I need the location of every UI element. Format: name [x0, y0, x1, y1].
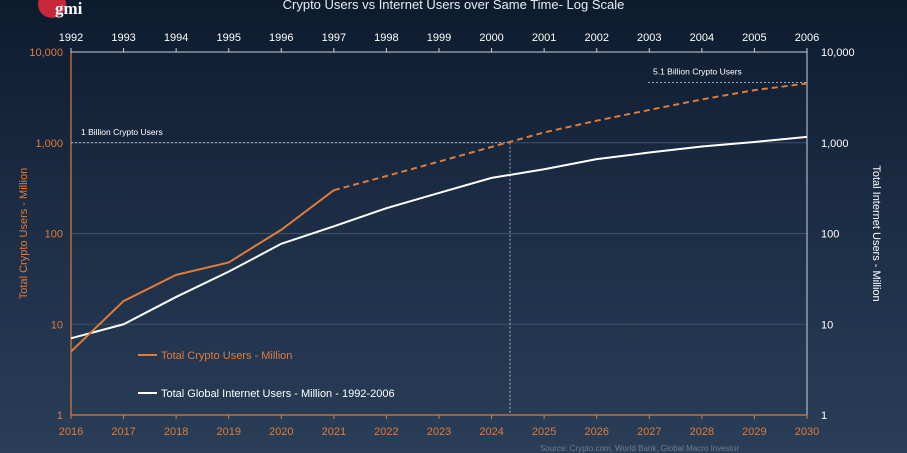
x-tick-label-bottom: 2026: [584, 426, 608, 438]
y-axis-title-right: Total Internet Users - Million: [870, 165, 882, 301]
y-tick-label-left: 1: [57, 410, 63, 422]
x-tick-label-bottom: 2017: [111, 426, 135, 438]
x-tick-label-bottom: 2023: [427, 426, 451, 438]
annotation-label: 5.1 Billion Crypto Users: [653, 66, 742, 76]
x-tick-label-bottom: 2025: [532, 426, 556, 438]
chart-title: Crypto Users vs Internet Users over Same…: [282, 0, 625, 12]
legend-label-internet: Total Global Internet Users - Million - …: [161, 388, 395, 400]
x-tick-label-bottom: 2018: [164, 426, 188, 438]
gmi-logo-circle: [38, 0, 66, 18]
y-tick-label-left: 1,000: [35, 138, 63, 150]
y-tick-label-right: 100: [821, 229, 839, 241]
x-tick-label-top: 2001: [532, 32, 556, 44]
x-tick-label-bottom: 2024: [479, 426, 503, 438]
y-tick-label-right: 1,000: [821, 138, 849, 150]
x-tick-label-top: 1995: [216, 32, 240, 44]
legend-label-crypto: Total Crypto Users - Million: [161, 350, 292, 362]
x-tick-label-top: 2004: [690, 32, 714, 44]
x-tick-label-bottom: 2021: [322, 426, 346, 438]
series-line-crypto-projected: [333, 82, 808, 192]
series-line-crypto-actual: [70, 189, 335, 353]
y-tick-label-right: 10: [821, 319, 833, 331]
x-tick-label-top: 2000: [479, 32, 503, 44]
y-tick-label-left: 10: [51, 319, 63, 331]
x-tick-label-bottom: 2016: [59, 426, 83, 438]
x-tick-label-top: 2006: [795, 32, 819, 44]
gmi-logo-text: gmi: [55, 0, 83, 18]
y-tick-label-right: 1: [821, 410, 827, 422]
x-tick-label-bottom: 2028: [690, 426, 714, 438]
x-tick-label-top: 1992: [59, 32, 83, 44]
x-tick-label-bottom: 2022: [374, 426, 398, 438]
y-tick-label-left: 100: [45, 229, 63, 241]
x-tick-label-top: 1998: [374, 32, 398, 44]
x-tick-label-top: 1999: [427, 32, 451, 44]
x-tick-label-top: 1994: [164, 32, 188, 44]
x-tick-label-bottom: 2019: [216, 426, 240, 438]
y-tick-label-left: 10,000: [29, 47, 63, 59]
x-tick-label-bottom: 2029: [742, 426, 766, 438]
source-note: Source: Crypto.com, World Bank, Global M…: [540, 444, 740, 453]
series-line-internet: [70, 135, 808, 340]
x-tick-label-top: 1997: [322, 32, 346, 44]
x-tick-label-top: 2003: [637, 32, 661, 44]
x-tick-label-bottom: 2030: [795, 426, 819, 438]
x-tick-label-top: 2005: [742, 32, 766, 44]
y-axis-title-left: Total Crypto Users - Million: [18, 168, 30, 299]
x-tick-label-bottom: 2020: [269, 426, 293, 438]
x-tick-label-top: 1993: [111, 32, 135, 44]
x-tick-label-top: 1996: [269, 32, 293, 44]
y-tick-label-right: 10,000: [821, 47, 855, 59]
annotation-label: 1 Billion Crypto Users: [81, 127, 163, 137]
x-tick-label-bottom: 2027: [637, 426, 661, 438]
x-tick-label-top: 2002: [584, 32, 608, 44]
